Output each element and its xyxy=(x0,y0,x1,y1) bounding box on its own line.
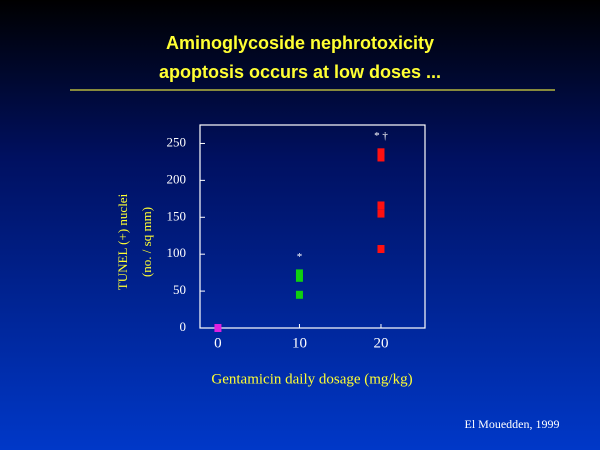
y-tick-label: 250 xyxy=(167,134,187,149)
source: El Mouedden, 1999 xyxy=(465,417,560,431)
point xyxy=(377,148,385,157)
title-line: Aminoglycoside nephrotoxicity xyxy=(166,33,434,53)
point xyxy=(377,245,385,254)
x-tick-label: 10 xyxy=(292,335,307,351)
point xyxy=(377,209,385,218)
plot-frame xyxy=(199,124,426,329)
y-label: TUNEL (+) nuclei (no. / sq mm) xyxy=(115,193,154,290)
y-tick-label: 0 xyxy=(180,319,187,334)
point xyxy=(295,290,303,299)
x-tick-label: 0 xyxy=(214,335,222,351)
point xyxy=(295,273,303,282)
annotation: * xyxy=(297,251,303,263)
title-line: apoptosis occurs at low doses ... xyxy=(159,62,441,82)
y-tick-label: 100 xyxy=(167,245,187,260)
y-label-line: (no. / sq mm) xyxy=(139,207,154,277)
y-tick-label: 50 xyxy=(173,282,186,297)
x-tick-label: 20 xyxy=(373,335,388,351)
point xyxy=(214,324,222,332)
y-tick-label: 150 xyxy=(167,208,187,223)
point xyxy=(377,153,385,162)
point xyxy=(295,269,303,278)
y-tick-label: 200 xyxy=(167,171,187,186)
x-label: Gentamicin daily dosage (mg/kg) xyxy=(211,371,412,387)
point xyxy=(377,201,385,210)
y-label-line: TUNEL (+) nuclei xyxy=(115,193,130,290)
annotation: * † xyxy=(374,130,388,142)
